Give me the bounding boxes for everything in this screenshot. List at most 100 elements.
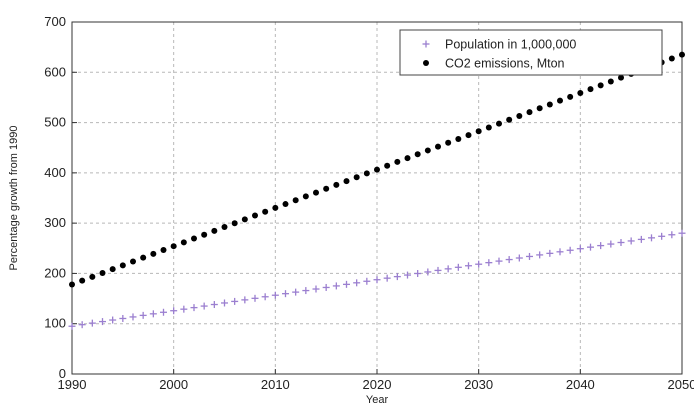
data-point-co2	[191, 235, 197, 242]
data-point-population	[465, 262, 472, 270]
data-point-co2	[506, 116, 513, 123]
data-point-population	[414, 270, 422, 278]
y-axis-label: Percentage growth from 1990	[8, 126, 20, 271]
data-point-co2	[323, 185, 330, 192]
data-point-population	[332, 282, 340, 290]
data-point-population	[363, 277, 371, 285]
data-point-population	[241, 296, 249, 304]
x-tick-label: 2050	[668, 377, 694, 392]
data-point-population	[678, 229, 686, 237]
data-point-population	[597, 242, 605, 250]
data-point-population	[251, 294, 259, 302]
data-point-population	[393, 273, 401, 281]
data-point-co2	[435, 143, 441, 150]
data-point-co2	[668, 55, 675, 62]
data-point-population	[129, 313, 137, 321]
data-point-co2	[374, 166, 380, 173]
data-point-population	[576, 245, 584, 253]
data-point-co2	[170, 243, 177, 250]
data-point-population	[119, 314, 127, 322]
data-point-co2	[445, 139, 452, 146]
legend: Population in 1,000,000 CO2 emissions, M…	[399, 29, 663, 76]
data-point-co2	[475, 128, 482, 135]
data-point-co2	[465, 132, 472, 139]
data-point-population	[648, 234, 655, 242]
data-point-population	[404, 271, 411, 279]
data-point-population	[546, 249, 554, 257]
data-point-co2	[252, 212, 258, 219]
data-points	[68, 51, 686, 330]
data-point-co2	[353, 174, 360, 181]
data-point-population	[556, 248, 564, 256]
data-point-population	[322, 283, 330, 291]
data-point-population	[149, 310, 157, 318]
data-point-population	[302, 287, 310, 295]
legend-plus-icon	[422, 40, 430, 48]
data-point-co2	[69, 281, 75, 288]
data-point-co2	[404, 155, 411, 162]
data-point-co2	[109, 266, 116, 273]
data-point-population	[88, 319, 96, 327]
data-point-co2	[679, 51, 685, 58]
data-point-population	[587, 243, 594, 251]
data-point-co2	[302, 193, 309, 200]
data-point-co2	[618, 74, 624, 81]
data-point-co2	[262, 208, 269, 215]
data-point-co2	[557, 97, 563, 104]
data-point-population	[160, 308, 167, 316]
data-point-co2	[546, 101, 553, 108]
data-point-co2	[313, 189, 319, 196]
data-point-co2	[363, 170, 370, 177]
data-point-co2	[292, 197, 299, 204]
data-point-co2	[119, 262, 126, 269]
data-point-population	[353, 279, 361, 287]
y-tick-label: 100	[44, 316, 66, 331]
data-point-population	[424, 268, 432, 276]
data-point-population	[444, 265, 452, 273]
x-tick-label: 1990	[58, 377, 87, 392]
data-point-co2	[424, 147, 431, 154]
data-point-co2	[180, 239, 187, 246]
y-tick-label: 600	[44, 64, 66, 79]
data-point-co2	[130, 258, 136, 265]
data-point-co2	[384, 162, 391, 169]
y-tick-label: 700	[44, 14, 66, 29]
data-point-co2	[160, 247, 167, 254]
data-point-population	[637, 235, 645, 243]
data-point-population	[627, 237, 635, 245]
y-tick-label: 400	[44, 165, 66, 180]
data-point-population	[282, 290, 289, 298]
data-point-population	[292, 288, 300, 296]
data-point-co2	[516, 112, 523, 119]
data-point-co2	[150, 250, 157, 257]
data-point-co2	[597, 82, 604, 89]
data-point-co2	[333, 181, 340, 188]
y-tick-label: 0	[59, 366, 66, 381]
data-point-co2	[211, 227, 218, 234]
data-point-population	[536, 251, 544, 259]
data-point-population	[271, 291, 279, 299]
data-point-population	[617, 239, 625, 247]
data-point-population	[190, 304, 198, 312]
x-tick-label: 2000	[159, 377, 188, 392]
data-point-population	[312, 285, 320, 293]
data-point-population	[221, 299, 228, 307]
data-point-population	[475, 260, 483, 268]
data-point-population	[515, 254, 523, 262]
x-axis-label: Year	[366, 394, 389, 405]
data-point-population	[495, 257, 503, 265]
data-point-population	[261, 293, 269, 301]
data-point-co2	[567, 93, 574, 100]
data-point-co2	[79, 277, 86, 284]
x-tick-label: 2040	[566, 377, 595, 392]
data-point-population	[139, 311, 147, 319]
data-point-co2	[526, 109, 533, 116]
data-point-co2	[577, 89, 584, 96]
data-point-population	[170, 307, 178, 315]
data-point-co2	[455, 135, 462, 142]
data-point-population	[231, 297, 239, 305]
y-tick-label: 300	[44, 215, 66, 230]
data-point-population	[383, 274, 391, 282]
